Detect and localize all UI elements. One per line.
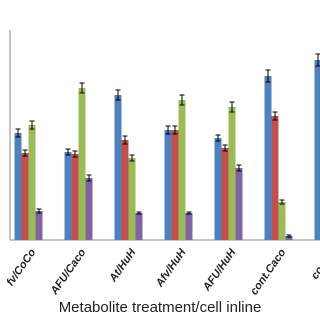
bar <box>114 95 122 240</box>
bar <box>185 213 193 240</box>
bar <box>221 148 229 240</box>
x-tick-label: fv/CoCo <box>4 247 38 289</box>
x-tick-label: cont.H <box>309 246 320 282</box>
bar <box>71 154 79 240</box>
x-axis-title: Metabolite treatment/cell inline <box>59 299 262 316</box>
x-tick-label: AFU/HuH <box>200 246 239 294</box>
bar <box>28 125 36 240</box>
bar <box>314 60 320 240</box>
x-tick-label: cont.Caco <box>248 247 288 298</box>
bar <box>278 202 286 240</box>
bar <box>228 107 236 240</box>
bar <box>78 88 86 240</box>
bar <box>14 133 22 240</box>
bar <box>271 116 279 240</box>
bar <box>285 236 293 240</box>
bar <box>135 213 143 240</box>
bar <box>264 76 272 240</box>
x-tick-label: Afv/HuH <box>153 246 189 290</box>
bar <box>128 158 136 240</box>
bar <box>21 153 29 240</box>
bar <box>164 130 172 240</box>
bar <box>171 130 179 240</box>
bar <box>121 140 129 240</box>
bar <box>235 168 243 240</box>
bar <box>35 211 43 240</box>
bar <box>85 178 93 240</box>
x-tick-label: At/HuH <box>107 246 139 285</box>
x-tick-label: AFU/Caco <box>48 247 89 298</box>
bar <box>214 138 222 240</box>
bar <box>178 100 186 240</box>
bar <box>64 152 72 240</box>
